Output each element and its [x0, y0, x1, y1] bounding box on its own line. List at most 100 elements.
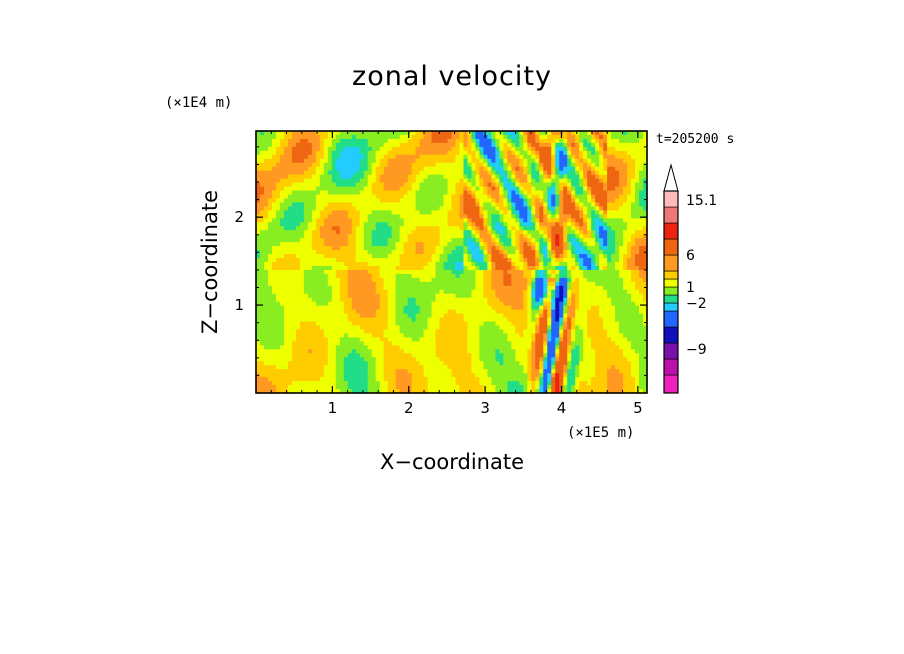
field-cell [383, 174, 389, 180]
field-cell [515, 277, 520, 283]
field-cell [587, 325, 592, 331]
field-cell [627, 234, 632, 239]
field-cell [323, 313, 329, 319]
field-cell [267, 230, 273, 235]
field-cell [343, 138, 349, 144]
field-cell [256, 218, 261, 223]
field-cell [319, 246, 325, 251]
field-cell [487, 254, 492, 259]
field-cell [407, 329, 413, 335]
field-cell [371, 226, 377, 231]
field-cell [371, 131, 377, 136]
field-cell [511, 230, 516, 235]
field-cell [563, 234, 568, 239]
field-cell [367, 142, 373, 148]
field-cell [395, 134, 401, 140]
field-cell [551, 131, 556, 136]
field-cell [299, 210, 305, 215]
field-cell [471, 309, 477, 315]
field-cell [483, 206, 489, 211]
field-cell [311, 289, 317, 295]
field-cell [375, 158, 381, 164]
field-cell [583, 329, 588, 335]
field-cell [615, 150, 620, 156]
field-cell [583, 218, 588, 223]
field-cell [395, 329, 401, 335]
field-cell [323, 293, 329, 299]
field-cell [547, 313, 552, 319]
field-cell [303, 301, 309, 307]
field-cell [479, 174, 485, 180]
field-cell [363, 202, 369, 208]
field-cell [543, 254, 548, 259]
field-cell [355, 190, 361, 196]
field-cell [551, 297, 556, 303]
field-cell [635, 289, 640, 295]
field-cell [347, 289, 353, 295]
field-cell [563, 131, 568, 136]
field-cell [491, 262, 496, 267]
field-cell [415, 178, 421, 184]
field-cell [299, 218, 305, 223]
field-cell [611, 317, 616, 323]
field-cell [555, 206, 560, 211]
field-cell [427, 273, 433, 279]
field-cell [483, 254, 489, 259]
field-cell [319, 238, 325, 243]
field-cell [387, 265, 393, 271]
field-cell [507, 297, 512, 303]
field-cell [495, 269, 500, 275]
field-cell [511, 317, 516, 323]
field-cell [287, 313, 293, 319]
field-cell [471, 269, 477, 275]
field-cell [627, 238, 632, 243]
field-cell [423, 234, 429, 239]
field-cell [607, 329, 612, 335]
field-cell [507, 154, 512, 160]
field-cell [267, 273, 273, 279]
field-cell [395, 293, 401, 299]
field-cell [559, 321, 564, 327]
field-cell [439, 214, 445, 219]
field-cell [423, 131, 429, 136]
field-cell [495, 242, 500, 247]
field-cell [439, 242, 445, 247]
field-cell [475, 218, 481, 223]
field-cell [395, 222, 401, 227]
field-cell [555, 246, 560, 251]
field-cell [351, 150, 357, 156]
field-cell [535, 146, 540, 152]
field-cell [623, 269, 628, 275]
field-cell [559, 234, 564, 239]
field-cell [259, 309, 265, 315]
field-cell [299, 170, 305, 176]
field-cell [279, 162, 285, 168]
field-cell [291, 317, 297, 323]
field-cell [327, 262, 333, 267]
field-cell [539, 325, 544, 331]
field-cell [375, 134, 381, 140]
field-cell [471, 154, 477, 160]
field-cell [619, 285, 624, 291]
field-cell [547, 325, 552, 331]
field-cell [551, 317, 556, 323]
field-cell [571, 305, 576, 311]
field-cell [327, 174, 333, 180]
field-cell [347, 138, 353, 144]
field-cell [475, 242, 481, 247]
field-cell [511, 131, 516, 136]
field-cell [431, 289, 437, 295]
field-cell [607, 222, 612, 227]
field-cell [599, 309, 604, 315]
field-cell [267, 305, 273, 311]
field-cell [483, 174, 489, 180]
field-cell [595, 154, 600, 160]
field-cell [403, 329, 409, 335]
field-cell [527, 325, 532, 331]
field-cell [547, 134, 552, 140]
field-cell [623, 218, 628, 223]
field-cell [431, 166, 437, 172]
field-cell [379, 262, 385, 267]
field-cell [615, 206, 620, 211]
field-cell [591, 273, 596, 279]
